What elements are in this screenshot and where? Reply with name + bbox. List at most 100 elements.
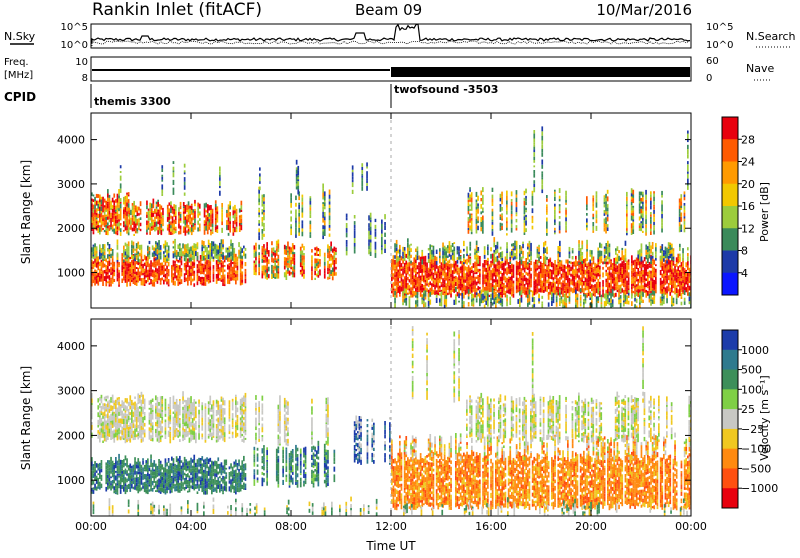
heatmap-cell	[559, 221, 561, 225]
heatmap-cell	[529, 245, 531, 248]
heatmap-cell	[519, 277, 521, 279]
heatmap-cell	[322, 202, 324, 204]
heatmap-cell	[136, 281, 138, 283]
heatmap-cell	[224, 260, 226, 263]
heatmap-cell	[477, 269, 479, 273]
heatmap-cell	[580, 257, 582, 262]
heatmap-cell	[607, 289, 609, 294]
heatmap-cell	[621, 250, 623, 255]
heatmap-cell	[682, 248, 684, 253]
heatmap-cell	[352, 165, 354, 169]
heatmap-cell	[172, 221, 174, 224]
heatmap-cell	[263, 223, 265, 228]
heatmap-cell	[631, 263, 633, 266]
heatmap-cell	[206, 279, 208, 281]
heatmap-cell	[476, 192, 478, 197]
heatmap-cell	[511, 202, 513, 204]
heatmap-cell	[120, 185, 122, 188]
heatmap-cell	[105, 231, 107, 235]
heatmap-cell	[636, 280, 638, 282]
heatmap-cell	[541, 302, 543, 304]
heatmap-cell	[181, 279, 183, 284]
heatmap-cell	[641, 243, 643, 248]
heatmap-cell	[687, 131, 689, 134]
heatmap-cell	[621, 248, 623, 250]
heatmap-cell	[626, 289, 628, 294]
heatmap-cell	[471, 293, 473, 296]
heatmap-cell	[189, 206, 191, 209]
heatmap-cell	[586, 269, 588, 271]
heatmap-cell	[514, 256, 516, 259]
heatmap-cell	[431, 268, 433, 271]
heatmap-cell	[497, 290, 499, 293]
heatmap-cell	[145, 263, 147, 265]
heatmap-cell	[577, 274, 579, 278]
heatmap-cell	[559, 246, 561, 248]
heatmap-cell	[471, 299, 473, 302]
heatmap-cell	[221, 260, 223, 263]
heatmap-cell	[412, 267, 414, 271]
heatmap-cell	[609, 257, 611, 259]
heatmap-cell	[262, 195, 264, 200]
heatmap-cell	[302, 270, 304, 273]
heatmap-cell	[554, 232, 556, 234]
heatmap-cell	[439, 265, 441, 268]
heatmap-cell	[530, 268, 532, 271]
heatmap-cell	[109, 206, 111, 211]
heatmap-cell	[176, 268, 178, 273]
heatmap-cell	[227, 272, 229, 274]
heatmap-cell	[109, 264, 111, 266]
heatmap-cell	[214, 244, 216, 246]
heatmap-cell	[198, 268, 200, 273]
heatmap-cell	[146, 225, 148, 229]
heatmap-cell	[415, 295, 417, 297]
heatmap-cell	[463, 254, 465, 258]
heatmap-cell	[450, 277, 452, 280]
heatmap-cell	[553, 289, 555, 293]
heatmap-cell	[302, 266, 304, 271]
heatmap-cell	[554, 230, 556, 232]
heatmap-cell	[254, 250, 256, 253]
heatmap-cell	[676, 293, 678, 298]
heatmap-cell	[511, 244, 513, 247]
heatmap-cell	[366, 171, 368, 174]
heatmap-cell	[676, 269, 678, 272]
heatmap-cell	[687, 186, 689, 190]
heatmap-cell	[463, 301, 465, 304]
heatmap-cell	[461, 273, 463, 278]
heatmap-cell	[522, 261, 524, 264]
heatmap-cell	[684, 203, 686, 206]
heatmap-cell	[123, 278, 125, 280]
heatmap-cell	[458, 256, 460, 260]
heatmap-cell	[104, 205, 106, 207]
heatmap-cell	[500, 292, 502, 295]
heatmap-cell	[193, 209, 195, 213]
heatmap-cell	[524, 206, 526, 210]
heatmap-cell	[413, 285, 415, 288]
heatmap-cell	[530, 279, 532, 284]
heatmap-cell	[153, 274, 155, 278]
heatmap-cell	[179, 251, 181, 256]
heatmap-cell	[216, 244, 218, 249]
heatmap-cell	[487, 270, 489, 272]
heatmap-cell	[230, 267, 232, 269]
heatmap-cell	[639, 204, 641, 209]
heatmap-cell	[352, 172, 354, 177]
heatmap-cell	[254, 245, 256, 249]
heatmap-cell	[145, 275, 147, 277]
heatmap-cell	[632, 208, 634, 211]
heatmap-cell	[160, 268, 162, 271]
heatmap-cell	[346, 233, 348, 238]
heatmap-cell	[297, 186, 299, 190]
colorbar-tick-label: 8	[741, 245, 748, 258]
heatmap-cell	[500, 298, 502, 300]
heatmap-cell	[687, 277, 689, 282]
heatmap-cell	[162, 218, 164, 223]
heatmap-cell	[506, 211, 508, 215]
heatmap-cell	[605, 224, 607, 226]
heatmap-cell	[284, 266, 286, 270]
heatmap-cell	[399, 252, 401, 255]
heatmap-cell	[463, 280, 465, 283]
heatmap-cell	[492, 264, 494, 266]
heatmap-cell	[484, 250, 486, 255]
